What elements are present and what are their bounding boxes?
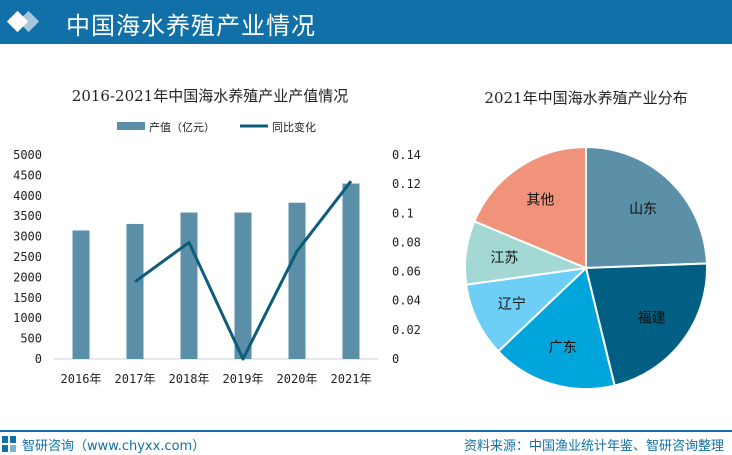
right-axis-tick: 0.12 [392,177,421,191]
left-axis-tick: 1500 [13,291,42,305]
bar [126,223,144,359]
pie-slice [465,266,589,353]
x-axis-tick: 2021年 [331,372,372,386]
legend: 产值（亿元） 同比变化 [117,120,316,134]
pie-label: 辽宁 [498,296,526,313]
bar [342,183,360,359]
x-axis-tick: 2019年 [223,372,264,386]
bar [288,202,306,359]
x-axis-tick: 2017年 [115,372,156,386]
header-bar: 中国海水养殖产业情况 [0,0,732,44]
legend-line-label: 同比变化 [272,120,316,134]
pie-label: 山东 [629,202,657,218]
left-axis-tick: 2000 [13,270,42,284]
pie-slice [584,262,708,387]
left-axis-tick: 3000 [13,230,42,244]
bar [72,230,90,359]
pie-label: 广东 [549,340,577,356]
pie-label: 福建 [638,311,666,327]
left-axis-tick: 4500 [13,168,42,182]
right-axis-tick: 0.02 [392,323,421,337]
pie-label: 其他 [526,193,554,209]
pie-slice [473,145,587,270]
right-axis-tick: 0 [392,352,399,366]
left-axis-tick: 1000 [13,311,42,325]
legend-bar-swatch [117,122,145,130]
growth-line [134,180,353,361]
right-axis-tick: 0.14 [392,148,421,162]
right-axis-tick: 0.04 [392,294,421,308]
x-axis-tick: 2016年 [61,372,102,386]
pie-label: 江苏 [490,250,518,266]
right-axis-tick: 0.08 [392,235,421,249]
brand-logo-icon [2,436,16,452]
legend-bar-label: 产值（亿元） [149,120,215,134]
left-axis-tick: 5000 [13,148,42,162]
right-axis-tick: 0.1 [392,206,414,220]
bar-chart-title: 2016-2021年中国海水养殖产业产值情况 [72,87,348,105]
bar [234,212,252,359]
footer-source: 资料来源：中国渔业统计年鉴、智研咨询整理 [463,439,724,454]
right-axis-tick: 0.06 [392,265,421,279]
x-axis-tick: 2018年 [169,372,210,386]
bar [180,212,198,359]
left-axis-tick: 4000 [13,189,42,203]
pie-slice [585,145,708,270]
page-title: 中国海水养殖产业情况 [66,12,316,40]
footer-divider [0,430,732,432]
left-axis-tick: 0 [35,352,42,366]
left-axis-tick: 500 [20,332,42,346]
pie-chart-title: 2021年中国海水养殖产业分布 [484,89,687,107]
left-axis-tick: 3500 [13,209,42,223]
left-axis-tick: 2500 [13,250,42,264]
footer-brand: 智研咨询（www.chyxx.com） [22,439,206,454]
pie-slice [496,266,616,390]
x-axis-tick: 2020年 [277,372,318,386]
